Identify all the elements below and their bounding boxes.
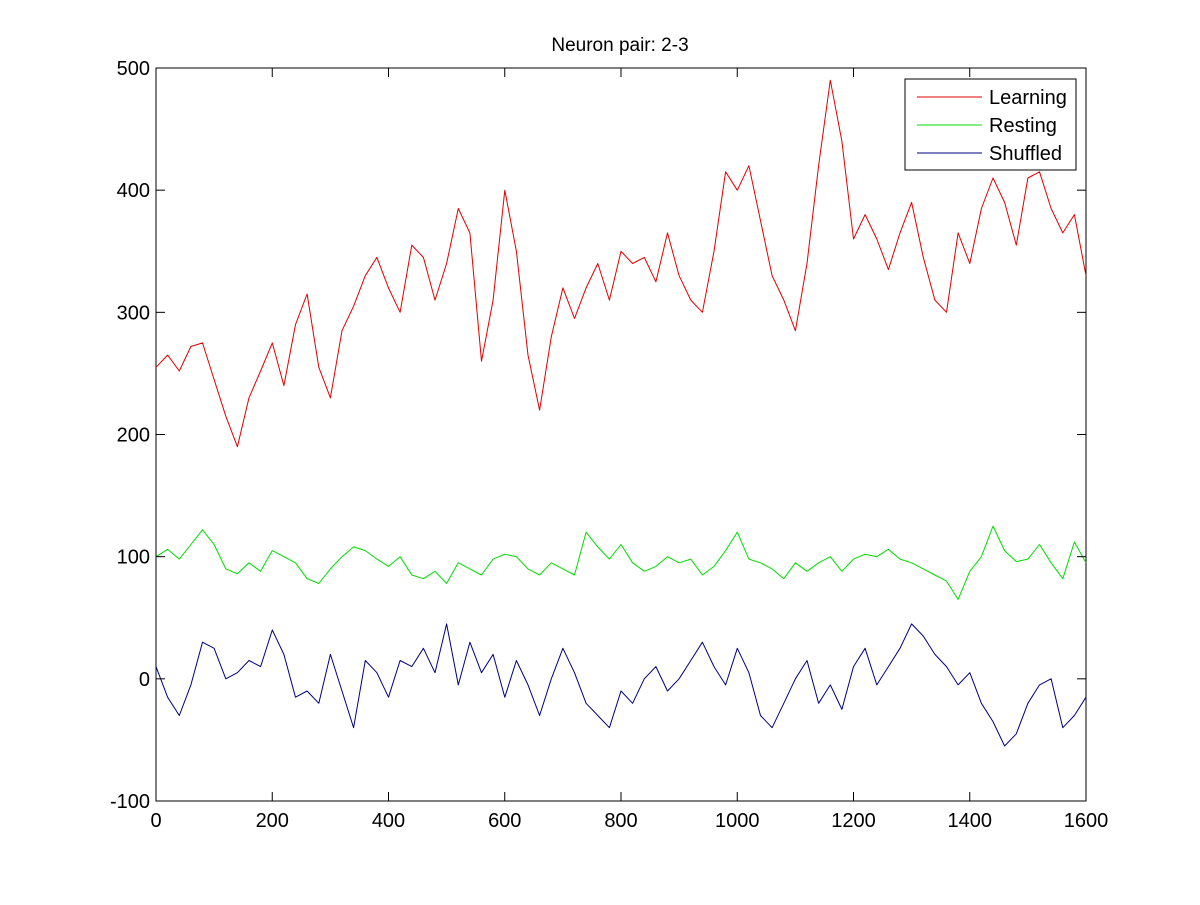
y-tick-label: 300 [117, 302, 150, 324]
x-tick-label: 200 [256, 810, 289, 832]
axes: 0 200 400 600 800 1000 1200 1400 1600-1000100200… [110, 58, 1108, 832]
series-layer [155, 79, 1087, 747]
chart-title: Neuron pair: 2-3 [551, 35, 688, 56]
y-tick-label: 0 [139, 669, 150, 691]
x-tick-label: 0 [150, 810, 161, 832]
plot-area [155, 67, 1087, 802]
y-tick-label: 400 [117, 180, 150, 202]
y-tick-label: 100 [117, 547, 150, 569]
legend-label-learning: Learning [989, 87, 1067, 109]
y-tick-label: -100 [110, 791, 150, 813]
legend-label-shuffled: Shuffled [989, 143, 1062, 165]
x-tick-label: 800 [604, 810, 637, 832]
x-tick-label: 1200 [831, 810, 876, 832]
x-tick-label: 400 [372, 810, 405, 832]
series-line-learning [155, 79, 1087, 448]
legend: Learning Resting Shuffled [904, 78, 1077, 171]
x-tick-label: 1000 [715, 810, 760, 832]
series-line-resting [155, 525, 1087, 600]
x-tick-label: 600 [488, 810, 521, 832]
y-tick-label: 200 [117, 425, 150, 447]
series-line-shuffled [155, 623, 1087, 747]
x-tick-label: 1600 [1064, 810, 1109, 832]
x-tick-label: 1400 [948, 810, 993, 832]
y-tick-label: 500 [117, 58, 150, 80]
legend-label-resting: Resting [989, 115, 1057, 137]
